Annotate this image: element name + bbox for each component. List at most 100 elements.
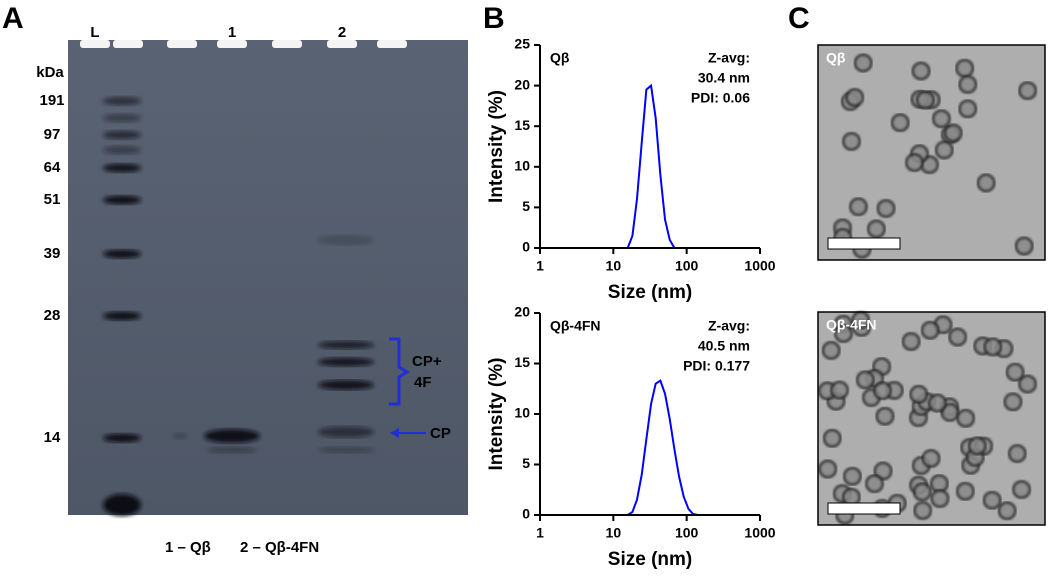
particle: [866, 219, 886, 239]
band: [103, 249, 141, 259]
particle: [830, 380, 850, 400]
scale-bar: [827, 237, 901, 250]
y-tick-label: 5: [522, 455, 530, 471]
band: [318, 380, 374, 390]
ladder-label: 14: [44, 429, 61, 446]
particle: [983, 337, 1003, 357]
y-tick-label: 5: [522, 198, 530, 214]
y-tick-label: 10: [514, 405, 530, 421]
particle: [948, 327, 968, 347]
data-line: [540, 83, 760, 249]
x-tick-label: 1000: [744, 525, 775, 541]
tem-label: Qβ: [826, 50, 846, 66]
caption: 2 – Qβ-4FN: [240, 539, 319, 556]
well: [377, 40, 407, 48]
particle: [848, 197, 868, 217]
particle: [920, 320, 940, 340]
particle: [930, 488, 950, 508]
particle: [931, 109, 951, 129]
y-tick-label: 20: [514, 76, 530, 92]
well: [80, 40, 110, 48]
bracket: [389, 337, 410, 406]
well: [113, 40, 143, 48]
particle: [1012, 479, 1032, 499]
band-annotation: CP+: [412, 353, 442, 370]
particle: [982, 490, 1002, 510]
y-tick-label: 10: [514, 158, 530, 174]
band-annotation: 4F: [414, 374, 432, 391]
data-line: [540, 379, 760, 516]
x-tick-label: 100: [675, 258, 699, 274]
annotation: 30.4 nm: [698, 70, 750, 86]
well: [167, 40, 197, 48]
sample-label: Qβ-4FN: [550, 318, 601, 334]
band: [103, 113, 141, 123]
caption: 1 – Qβ: [165, 539, 211, 556]
x-axis-label: Size (nm): [608, 549, 692, 570]
ladder-label: 51: [44, 191, 61, 208]
particle: [909, 384, 929, 404]
band: [103, 311, 141, 321]
particle: [845, 88, 865, 108]
band: [318, 235, 374, 245]
tem-border: [817, 44, 1046, 261]
particle: [818, 459, 838, 479]
particle: [927, 393, 947, 413]
y-tick-label: 15: [514, 117, 530, 133]
band: [103, 145, 141, 155]
y-tick-label: 15: [514, 354, 530, 370]
unit-label: kDa: [36, 64, 64, 81]
particle: [904, 153, 924, 173]
annotation: PDI: 0.06: [691, 90, 750, 106]
band: [103, 494, 141, 516]
band: [318, 341, 374, 349]
x-tick-label: 10: [606, 258, 622, 274]
band-annotation: CP: [430, 425, 451, 442]
particle: [841, 131, 861, 151]
annotation: 40.5 nm: [698, 338, 750, 354]
y-axis-label: Intensity (%): [486, 90, 507, 203]
panel-label: B: [483, 2, 505, 35]
band: [103, 433, 141, 443]
particle: [955, 481, 975, 501]
y-tick-label: 0: [522, 506, 530, 522]
particle: [833, 323, 853, 343]
lane-label: 2: [338, 24, 346, 41]
particle: [890, 113, 910, 133]
particle: [873, 461, 893, 481]
y-tick-label: 25: [514, 36, 530, 52]
band: [103, 195, 141, 205]
particle: [1003, 392, 1023, 412]
particle: [940, 402, 960, 422]
y-tick-label: 20: [514, 304, 530, 320]
particle: [1018, 374, 1038, 394]
annotation: PDI: 0.177: [683, 358, 750, 374]
ladder-label: 28: [44, 307, 61, 324]
particle: [876, 198, 896, 218]
particle: [1014, 236, 1034, 256]
x-tick-label: 1: [536, 258, 544, 274]
band: [173, 433, 187, 439]
band: [318, 426, 374, 438]
tem-border: [817, 311, 1046, 526]
band: [103, 130, 141, 140]
tem-label: Qβ-4FN: [826, 317, 877, 333]
particle: [855, 370, 875, 390]
band: [318, 357, 374, 367]
ladder-label: 191: [39, 92, 64, 109]
panel-label: C: [788, 2, 810, 35]
lane-label: L: [90, 24, 99, 41]
particle: [901, 331, 921, 351]
scale-bar: [827, 502, 901, 515]
band: [103, 163, 141, 173]
y-axis-label: Intensity (%): [486, 358, 507, 471]
particle: [958, 99, 978, 119]
particle: [967, 436, 987, 456]
ladder-label: 39: [44, 245, 61, 262]
particle: [864, 474, 884, 494]
x-tick-label: 1000: [744, 258, 775, 274]
band: [207, 447, 257, 453]
band: [318, 447, 374, 453]
particle: [921, 448, 941, 468]
